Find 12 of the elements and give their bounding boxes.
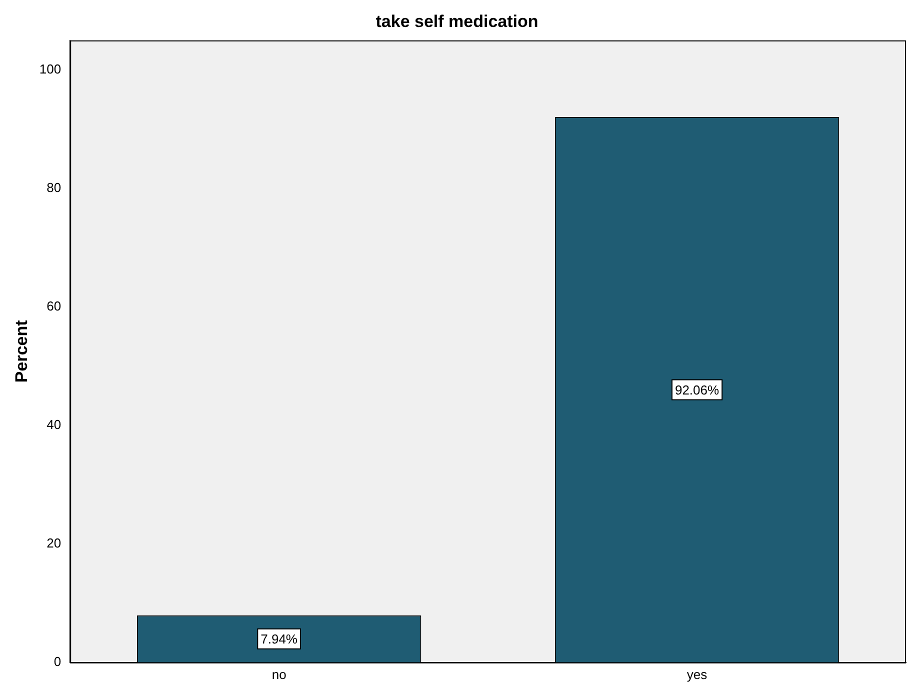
y-tick-label: 40	[46, 417, 62, 432]
y-tick-label: 100	[39, 62, 62, 77]
data-label: 92.06%	[674, 382, 720, 398]
y-tick-label: 20	[46, 536, 62, 550]
data-label: 7.94%	[260, 631, 298, 646]
x-tick-label: yes	[686, 666, 708, 682]
x-tick-label: no	[272, 666, 286, 682]
chart-title: take self medication	[376, 12, 538, 31]
y-tick-label: 0	[54, 654, 62, 669]
y-axis-title: Percent	[12, 320, 31, 383]
y-tick-label: 60	[46, 298, 62, 314]
y-tick-label: 80	[46, 180, 62, 196]
